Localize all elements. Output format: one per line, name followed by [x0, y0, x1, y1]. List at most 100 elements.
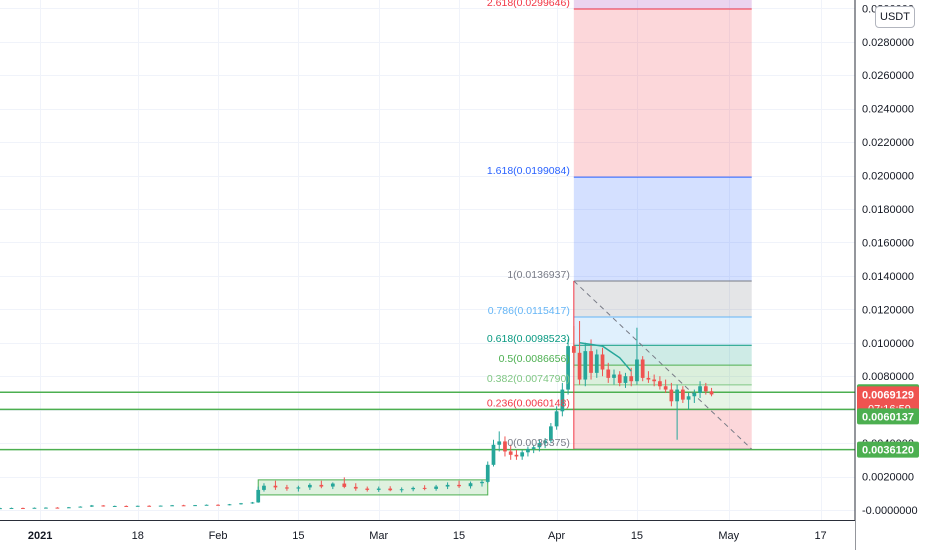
price-flag-bg — [857, 408, 919, 425]
candle — [135, 505, 140, 507]
price-tick-label: 0.0200000 — [862, 171, 914, 183]
time-tick-label: Apr — [548, 530, 565, 542]
trend-curve — [579, 342, 632, 372]
price-tick-label: 0.0280000 — [862, 37, 914, 49]
candle — [503, 436, 507, 457]
fib-level-label: 0.382(0.0074790) — [487, 373, 570, 385]
fib-extension-fills — [573, 0, 752, 450]
candle — [193, 504, 197, 507]
candle-body — [491, 444, 496, 465]
candle-body — [577, 352, 582, 380]
candle — [342, 477, 347, 489]
price-flag-value: 0.0069129 — [862, 389, 914, 401]
candles[interactable] — [0, 321, 714, 510]
candle — [520, 449, 525, 460]
candle — [680, 386, 685, 403]
rectangle-drawings[interactable] — [257, 479, 489, 496]
candle — [577, 321, 582, 385]
candle-body — [388, 488, 393, 491]
fib-level-label: 0(0.0036375) — [507, 437, 569, 449]
candle-body — [468, 483, 473, 487]
price-tick-label: 0.0020000 — [862, 472, 914, 484]
candle-body — [44, 507, 48, 509]
candle-body — [273, 485, 278, 488]
price-axis-background[interactable] — [855, 0, 932, 550]
price-tick-label: 0.0160000 — [862, 237, 914, 249]
candle-body — [101, 505, 106, 507]
candle-body — [612, 374, 616, 378]
candle-body — [686, 396, 691, 400]
candle-body — [508, 451, 513, 455]
candle-body — [594, 354, 599, 373]
currency-button[interactable]: USDT — [875, 6, 915, 28]
candle-body — [342, 483, 347, 487]
candle — [617, 371, 622, 387]
candle-body — [554, 411, 559, 427]
candle-body — [170, 505, 175, 507]
fib-zone-fill — [573, 0, 752, 9]
price-tick-label: 0.0140000 — [862, 271, 914, 283]
rectangle-box — [257, 479, 489, 496]
price-flag-value: 0.0036120 — [862, 445, 914, 457]
candle-body — [543, 440, 547, 444]
candle-body — [158, 505, 163, 507]
candle-body — [204, 504, 209, 506]
candle — [560, 382, 565, 417]
candle-body — [646, 377, 651, 380]
fib-zone-fill — [573, 8, 752, 178]
candle — [571, 326, 576, 368]
candle — [285, 484, 289, 491]
candle — [663, 379, 668, 393]
candle — [296, 485, 301, 492]
candle-body — [675, 389, 679, 402]
candle-body — [256, 489, 261, 503]
price-flag: 0.0036120 — [857, 441, 919, 458]
candle — [612, 369, 616, 385]
candle-body — [652, 379, 657, 382]
candle — [600, 347, 605, 377]
time-tick-label: 2021 — [28, 530, 52, 542]
candle-body — [709, 391, 714, 395]
candle — [21, 507, 25, 509]
time-axis-background[interactable] — [0, 520, 855, 550]
candle — [273, 480, 278, 490]
candle-body — [617, 374, 622, 383]
candle-body — [285, 487, 289, 489]
candle-body — [480, 481, 484, 484]
time-tick-label: 15 — [292, 530, 304, 542]
candle-body — [497, 441, 502, 445]
candle — [594, 349, 599, 378]
candle-body — [703, 386, 708, 392]
candle-body — [319, 484, 324, 487]
price-tick-label: -0.0000000 — [862, 505, 918, 517]
candle-body — [629, 376, 634, 382]
candle — [514, 449, 519, 460]
fib-level-label: 0.5(0.0086656) — [499, 353, 570, 365]
candle-body — [589, 351, 593, 373]
price-tick-label: 0.0080000 — [862, 371, 914, 383]
time-axis[interactable]: 2021 18 Feb 15 Mar 15 Apr 15 May 17 — [28, 530, 827, 542]
candle — [686, 392, 691, 410]
trend-line — [573, 280, 753, 450]
candle-body — [606, 369, 611, 378]
candle — [537, 439, 542, 452]
candle-body — [531, 447, 536, 449]
candle-body — [537, 443, 542, 448]
candle-body — [411, 487, 416, 490]
candle — [646, 371, 651, 383]
candle-body — [239, 503, 243, 505]
price-flag: 0.0060137 — [857, 408, 919, 425]
candle-body — [640, 359, 645, 378]
candle — [44, 507, 48, 509]
candle-body — [623, 376, 628, 383]
fib-zone-fill — [573, 345, 752, 366]
candle-body — [692, 392, 697, 397]
candle — [549, 423, 553, 444]
candle — [526, 446, 530, 457]
candle — [256, 486, 261, 503]
candle — [434, 484, 438, 491]
candle — [468, 481, 473, 489]
candle — [78, 506, 83, 508]
candle-body — [600, 354, 605, 370]
